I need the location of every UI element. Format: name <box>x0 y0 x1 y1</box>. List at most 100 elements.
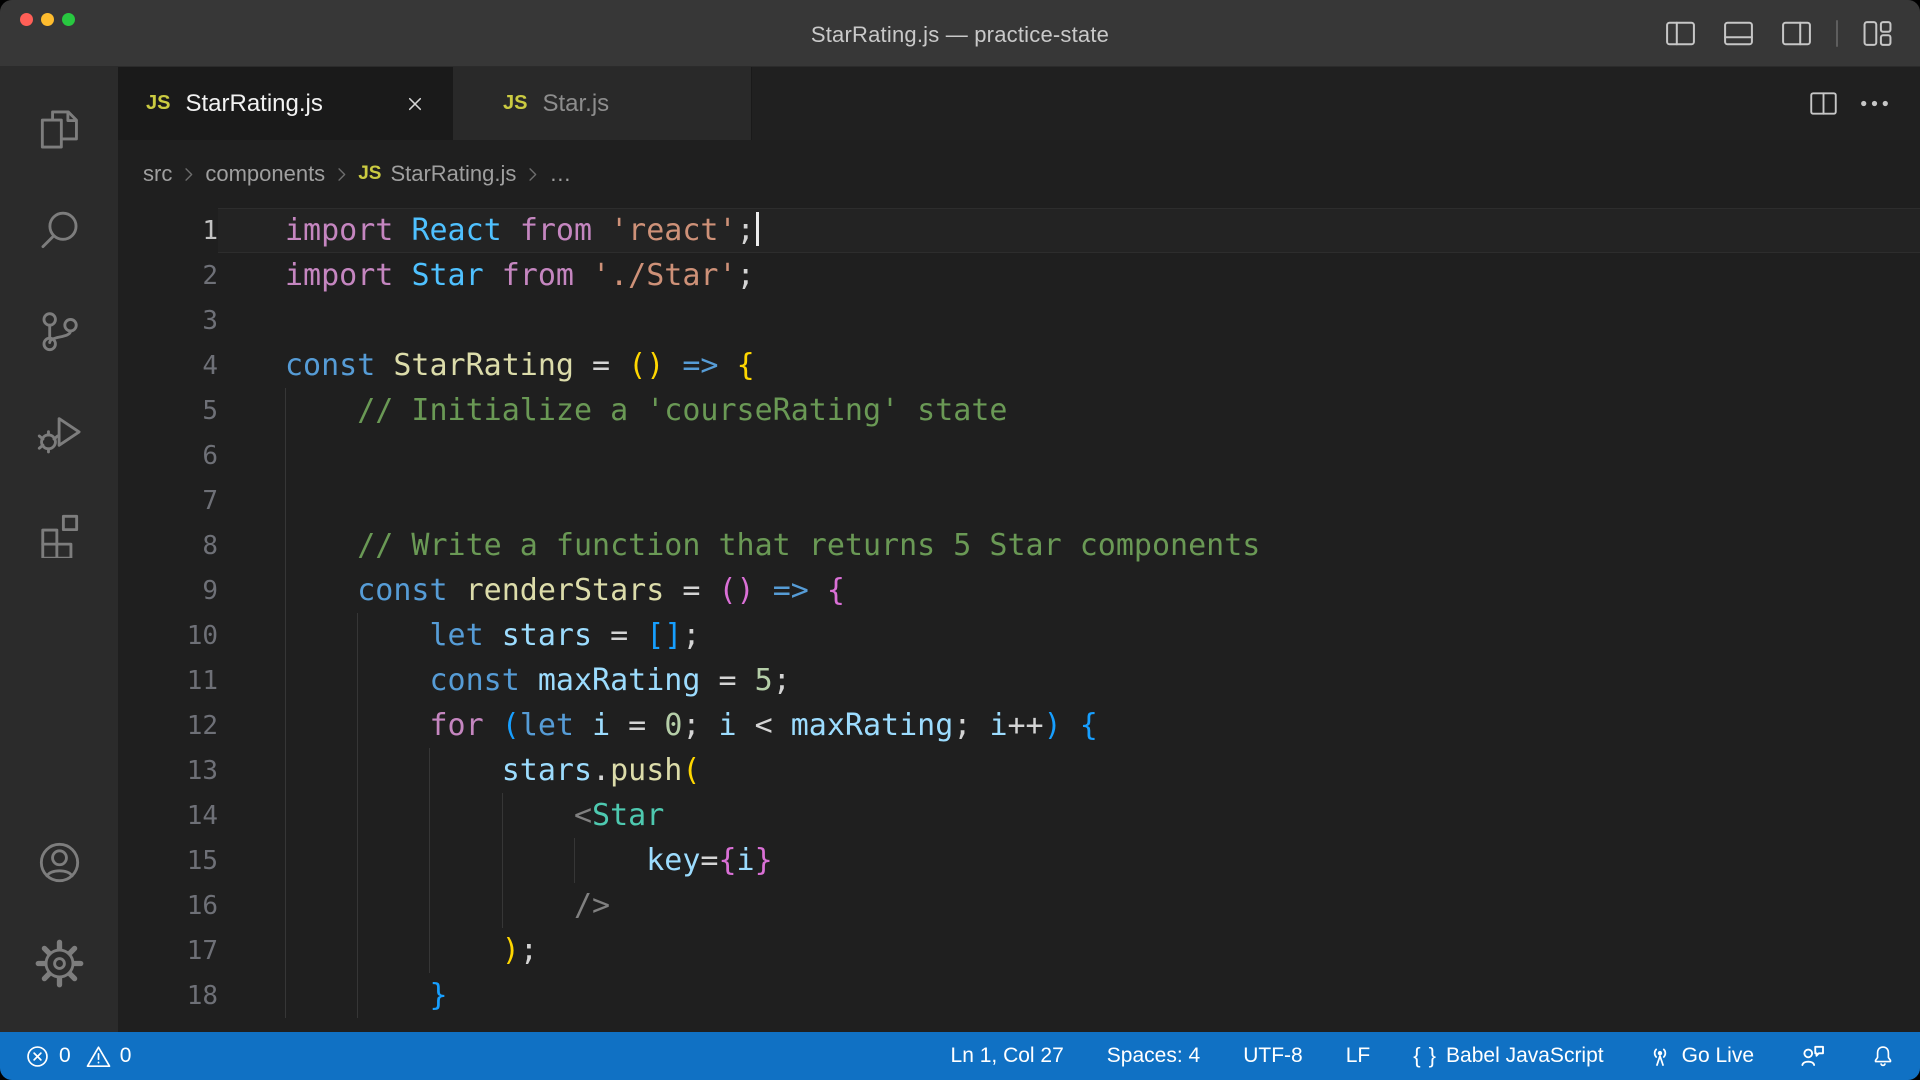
activity-bar-item-accounts[interactable] <box>0 812 118 913</box>
line-number: 12 <box>186 711 218 741</box>
source-control-icon <box>35 307 84 356</box>
code-line-content[interactable]: key={i} <box>218 838 1920 883</box>
indent-guide <box>501 883 503 928</box>
status-label: Ln 1, Col 27 <box>950 1044 1064 1067</box>
line-number: 13 <box>186 756 218 786</box>
code-line-content[interactable]: stars.push( <box>218 748 1920 793</box>
line-number: 5 <box>202 396 218 426</box>
tab-label: StarRating.js <box>185 89 323 117</box>
code-line-content[interactable] <box>218 433 1920 478</box>
breadcrumb-item-starrating-js[interactable]: JS StarRating.js <box>358 161 516 187</box>
code-line-content[interactable]: ); <box>218 928 1920 973</box>
activity-bar-item-explorer[interactable] <box>0 79 118 180</box>
status-end-of-line[interactable]: LF <box>1346 1044 1371 1068</box>
code-line-content[interactable]: const maxRating = 5; <box>218 658 1920 703</box>
code-line-content[interactable] <box>218 298 1920 343</box>
line-number: 6 <box>202 441 218 471</box>
activity-bar-item-search[interactable] <box>0 180 118 281</box>
account-icon <box>35 838 84 887</box>
indent-guide <box>429 928 431 973</box>
status-cursor-position[interactable]: Ln 1, Col 27 <box>951 1044 1064 1068</box>
problems-errors: 0 <box>24 1043 71 1070</box>
indent-guide <box>285 568 286 613</box>
code-line-content[interactable]: let stars = []; <box>218 613 1920 658</box>
minimize-window-button[interactable] <box>41 13 54 26</box>
line-number: 9 <box>202 576 218 606</box>
titlebar: StarRating.js — practice-state <box>0 0 1920 67</box>
status-label: UTF-8 <box>1243 1044 1303 1067</box>
problems-warnings: 0 <box>85 1043 131 1070</box>
close-tab-icon[interactable] <box>400 89 430 119</box>
activity-bar-item-settings[interactable] <box>0 913 118 1014</box>
activity-bar-item-extensions[interactable] <box>0 483 118 584</box>
status-feedback[interactable] <box>1797 1041 1827 1071</box>
indent-guide <box>501 793 503 838</box>
code-line-content[interactable]: import Star from './Star'; <box>285 258 755 293</box>
breadcrumb-item-src[interactable]: src <box>143 161 172 187</box>
activity-bar-item-source-control[interactable] <box>0 281 118 382</box>
indent-guide <box>357 658 359 703</box>
indent-guide <box>285 973 286 1018</box>
javascript-file-icon: JS <box>358 163 382 184</box>
indent-guide <box>285 523 286 568</box>
toggle-secondary-sidebar-button[interactable] <box>1778 15 1815 52</box>
indent-guide <box>357 793 359 838</box>
code-line-content[interactable]: } <box>218 973 1920 1018</box>
status-encoding[interactable]: UTF-8 <box>1243 1044 1303 1068</box>
tab-star-js[interactable]: JS Star.js <box>452 67 752 140</box>
indent-guide <box>285 658 286 703</box>
search-icon <box>35 206 84 255</box>
code-line-content[interactable]: for (let i = 0; i < maxRating; i++) { <box>218 703 1920 748</box>
status-label: Go Live <box>1681 1044 1754 1067</box>
indent-guide <box>357 973 359 1018</box>
code-line-content[interactable] <box>218 478 1920 523</box>
breadcrumb-item-components[interactable]: components <box>205 161 325 187</box>
code-line-content[interactable]: const StarRating = () => { <box>285 348 755 383</box>
zoom-window-button[interactable] <box>62 13 75 26</box>
code-line-content[interactable]: const renderStars = () => { <box>218 568 1920 613</box>
breadcrumb-label: StarRating.js <box>390 161 517 186</box>
customize-layout-button[interactable] <box>1859 15 1896 52</box>
breadcrumb-label: src <box>143 161 173 186</box>
code-line-16: 16 /> <box>118 883 1920 928</box>
files-icon <box>35 105 84 154</box>
code-line-content[interactable]: // Initialize a 'courseRating' state <box>218 388 1920 433</box>
code-editor: 1 import React from 'react'; 2 import Star … <box>118 208 1920 1032</box>
code-line-12: 12 for (let i = 0; i < maxRating; i++) { <box>118 703 1920 748</box>
indent-guide <box>357 838 359 883</box>
close-window-button[interactable] <box>20 13 33 26</box>
breadcrumb-item--[interactable]: … <box>549 161 571 187</box>
code-line-content[interactable]: <Star <box>218 793 1920 838</box>
indent-guide <box>285 793 286 838</box>
split-editor-button[interactable] <box>1806 86 1841 121</box>
code-line-content[interactable]: import React from 'react'; <box>218 208 1920 253</box>
activity-bar <box>0 67 118 1032</box>
code-line-15: 15 key={i} <box>118 838 1920 883</box>
error-circle-icon <box>24 1043 51 1070</box>
breadcrumb-label: components <box>205 161 326 186</box>
indent-guide <box>285 433 286 478</box>
activity-bar-item-run-and-debug[interactable] <box>0 382 118 483</box>
more-actions-button[interactable] <box>1857 86 1892 121</box>
indent-guide <box>285 883 286 928</box>
status-notifications[interactable] <box>1870 1043 1896 1069</box>
indent-guide <box>357 703 359 748</box>
indent-guide <box>285 838 286 883</box>
status-language-mode[interactable]: { } Babel JavaScript <box>1413 1043 1603 1069</box>
window-title: StarRating.js — practice-state <box>810 22 1110 47</box>
code-line-content[interactable]: // Write a function that returns 5 Star … <box>218 523 1920 568</box>
toggle-panel-button[interactable] <box>1720 15 1757 52</box>
status-go-live[interactable]: Go Live <box>1647 1043 1754 1069</box>
indent-guide <box>357 883 359 928</box>
toggle-primary-sidebar-button[interactable] <box>1662 15 1699 52</box>
line-number: 18 <box>186 981 218 1011</box>
titlebar-separator <box>1836 19 1838 47</box>
code-line-content[interactable]: /> <box>218 883 1920 928</box>
tab-starrating-js[interactable]: JS StarRating.js <box>118 67 452 140</box>
status-indentation[interactable]: Spaces: 4 <box>1107 1044 1200 1068</box>
code-line-3: 3 <box>118 298 1920 343</box>
curly-brackets-icon: { } <box>1413 1043 1438 1068</box>
code-line-6: 6 <box>118 433 1920 478</box>
